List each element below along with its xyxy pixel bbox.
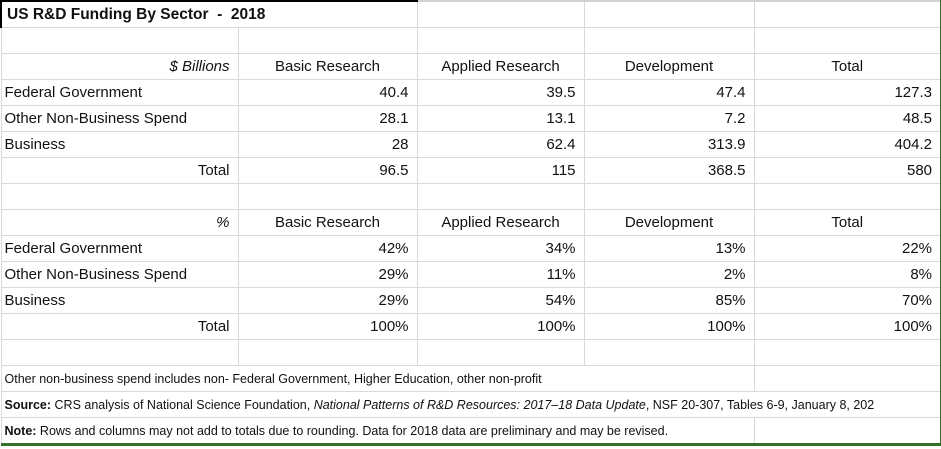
value-cell: 39.5 (416, 79, 585, 106)
spacer-row (0, 339, 941, 366)
empty-cell (416, 27, 585, 54)
column-header: Total (753, 53, 941, 80)
value-cell: 100% (237, 313, 418, 340)
definition-note-row: Other non-business spend includes non- F… (0, 365, 941, 392)
value-cell: 28 (237, 131, 418, 158)
value-cell: 100% (416, 313, 585, 340)
value-cell: 13% (583, 235, 755, 262)
column-header: Applied Research (416, 209, 585, 236)
empty-cell (753, 417, 941, 445)
value-cell: 115 (416, 157, 585, 184)
empty-cell (583, 27, 755, 54)
value-cell: 70% (753, 287, 941, 314)
empty-cell (416, 183, 585, 210)
source-text: CRS analysis of National Science Foundat… (51, 397, 314, 412)
definition-note: Other non-business spend includes non- F… (0, 365, 755, 392)
column-header: Applied Research (416, 53, 585, 80)
value-cell: 368.5 (583, 157, 755, 184)
empty-cell (753, 365, 941, 392)
value-cell: 47.4 (583, 79, 755, 106)
row-label: Other Non-Business Spend (0, 261, 239, 288)
source-publication: National Patterns of R&D Resources: 2017… (313, 397, 646, 412)
row-label: Business (0, 131, 239, 158)
empty-cell (753, 27, 941, 54)
empty-cell (0, 27, 239, 54)
value-cell: 40.4 (237, 79, 418, 106)
total-row: Total 100% 100% 100% 100% (0, 313, 941, 340)
column-header: Total (753, 209, 941, 236)
column-header: Development (583, 53, 755, 80)
unit-label-billions: $ Billions (0, 53, 239, 80)
value-cell: 100% (753, 313, 941, 340)
unit-label-percent: % (0, 209, 239, 236)
empty-cell (237, 339, 418, 366)
rounding-note: Note: Rows and columns may not add to to… (0, 417, 755, 445)
source-note: Source: CRS analysis of National Science… (0, 391, 941, 418)
empty-cell (416, 0, 585, 28)
empty-cell (237, 27, 418, 54)
table-row: Business 29% 54% 85% 70% (0, 287, 941, 314)
value-cell: 42% (237, 235, 418, 262)
title-row: US R&D Funding By Sector - 2018 (0, 0, 941, 28)
column-header: Development (583, 209, 755, 236)
value-cell: 580 (753, 157, 941, 184)
spacer-row (0, 183, 941, 210)
value-cell: 100% (583, 313, 755, 340)
row-label: Federal Government (0, 79, 239, 106)
value-cell: 8% (753, 261, 941, 288)
source-details: , NSF 20-307, Tables 6-9, January 8, 202 (645, 397, 875, 412)
rounding-note-row: Note: Rows and columns may not add to to… (0, 417, 941, 445)
value-cell: 85% (583, 287, 755, 314)
empty-cell (0, 339, 239, 366)
empty-cell (237, 183, 418, 210)
value-cell: 313.9 (583, 131, 755, 158)
value-cell: 404.2 (753, 131, 941, 158)
value-cell: 54% (416, 287, 585, 314)
value-cell: 96.5 (237, 157, 418, 184)
value-cell: 11% (416, 261, 585, 288)
value-cell: 34% (416, 235, 585, 262)
page-title: US R&D Funding By Sector - 2018 (0, 0, 418, 28)
table-row: Other Non-Business Spend 28.1 13.1 7.2 4… (0, 105, 941, 132)
empty-cell (0, 183, 239, 210)
value-cell: 127.3 (753, 79, 941, 106)
value-cell: 13.1 (416, 105, 585, 132)
row-label: Business (0, 287, 239, 314)
row-label-total: Total (0, 313, 239, 340)
empty-cell (583, 183, 755, 210)
empty-cell (753, 0, 941, 28)
empty-cell (753, 339, 941, 366)
column-header: Basic Research (237, 53, 418, 80)
row-label: Other Non-Business Spend (0, 105, 239, 132)
empty-cell (416, 339, 585, 366)
value-cell: 48.5 (753, 105, 941, 132)
percent-header-row: % Basic Research Applied Research Develo… (0, 209, 941, 236)
source-note-row: Source: CRS analysis of National Science… (0, 391, 941, 418)
billions-header-row: $ Billions Basic Research Applied Resear… (0, 53, 941, 80)
empty-cell (753, 183, 941, 210)
value-cell: 2% (583, 261, 755, 288)
column-header: Basic Research (237, 209, 418, 236)
empty-cell (583, 339, 755, 366)
value-cell: 29% (237, 261, 418, 288)
table-row: Other Non-Business Spend 29% 11% 2% 8% (0, 261, 941, 288)
table-row: Federal Government 42% 34% 13% 22% (0, 235, 941, 262)
table-row: Business 28 62.4 313.9 404.2 (0, 131, 941, 158)
source-label: Source: (4, 397, 52, 412)
note-text: Rows and columns may not add to totals d… (36, 423, 669, 438)
table-row: Federal Government 40.4 39.5 47.4 127.3 (0, 79, 941, 106)
spacer-row (0, 27, 941, 54)
note-label: Note: (4, 423, 37, 438)
total-row: Total 96.5 115 368.5 580 (0, 157, 941, 184)
value-cell: 22% (753, 235, 941, 262)
value-cell: 28.1 (237, 105, 418, 132)
value-cell: 29% (237, 287, 418, 314)
row-label: Federal Government (0, 235, 239, 262)
value-cell: 7.2 (583, 105, 755, 132)
row-label-total: Total (0, 157, 239, 184)
value-cell: 62.4 (416, 131, 585, 158)
empty-cell (583, 0, 755, 28)
